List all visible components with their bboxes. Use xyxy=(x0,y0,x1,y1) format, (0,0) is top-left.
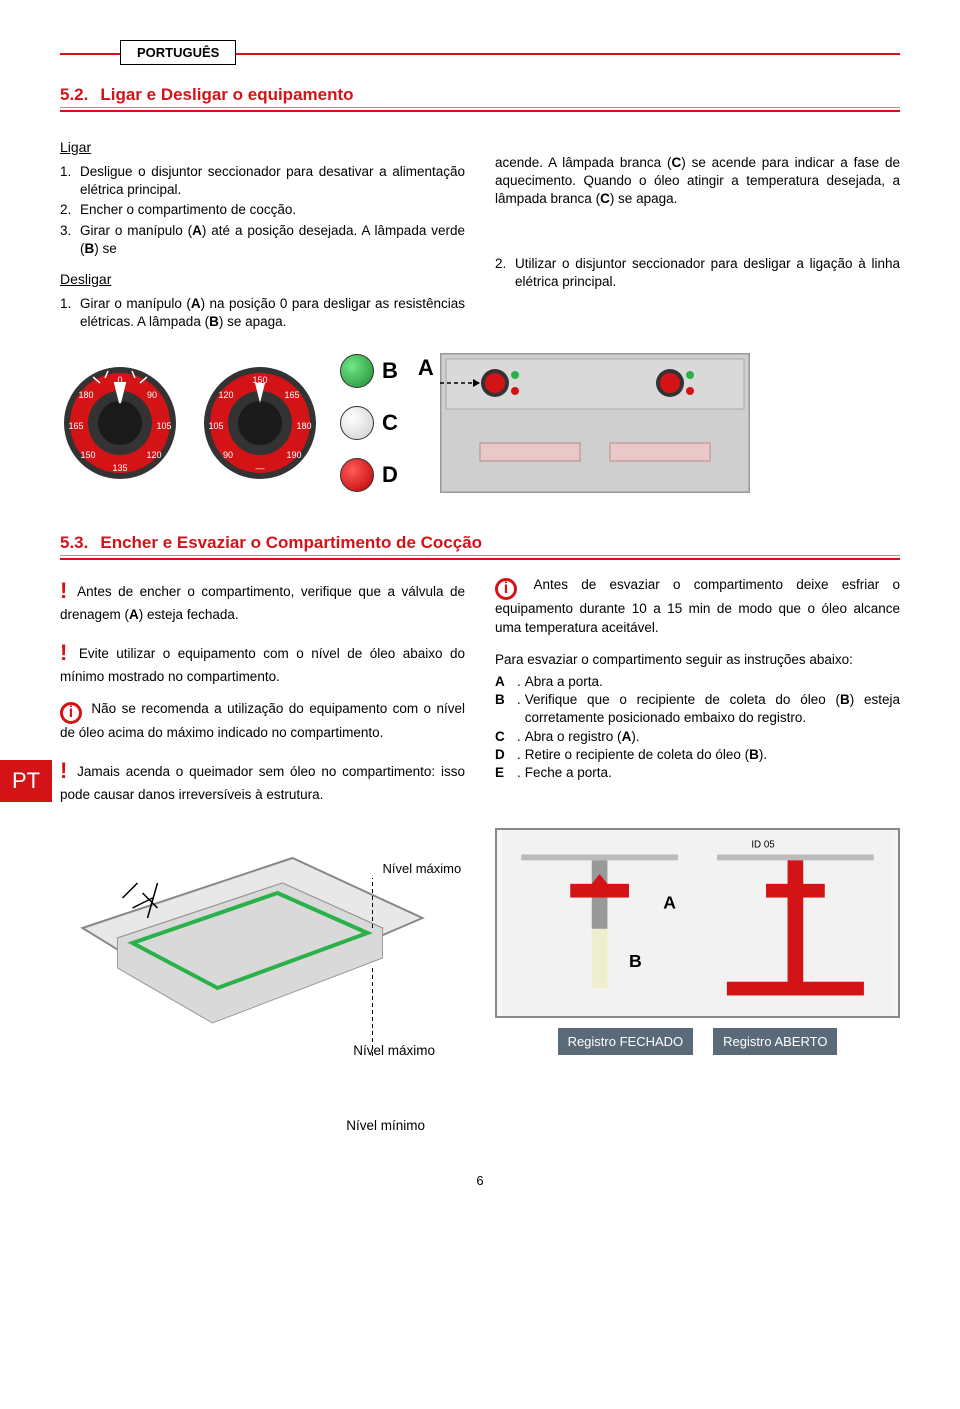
warning-icon: ! xyxy=(60,578,67,603)
svg-text:190: 190 xyxy=(286,450,301,460)
pt-side-tab: PT xyxy=(0,760,52,802)
section-52-num: 5.2. xyxy=(60,85,88,105)
lamp-red xyxy=(340,458,374,492)
ligar-step-1: Desligue o disjuntor seccionador para de… xyxy=(80,163,465,199)
ligar-subhead: Ligar xyxy=(60,138,465,157)
label-b: B xyxy=(382,358,398,384)
info-2: i Antes de esvaziar o compartimento deix… xyxy=(495,576,900,636)
drain-step-c: Abra o registro (A). xyxy=(525,728,900,746)
ligar-step-2: Encher o compartimento de cocção. xyxy=(80,201,465,219)
desligar-subhead: Desligar xyxy=(60,270,465,289)
svg-text:105: 105 xyxy=(156,421,171,431)
svg-text:180: 180 xyxy=(296,421,311,431)
info-icon: i xyxy=(495,578,517,600)
svg-text:105: 105 xyxy=(208,421,223,431)
section-53-title: Encher e Esvaziar o Compartimento de Coc… xyxy=(100,533,482,553)
list-letter: B xyxy=(495,691,517,727)
step-num: 2. xyxy=(495,255,515,291)
lamp-white xyxy=(340,406,374,440)
dial-right: 150165 180190 90105 120— xyxy=(200,363,320,483)
ligar-step-3-cont: acende. A lâmpada branca (C) se acende p… xyxy=(495,154,900,209)
warning-3: ! Jamais acenda o queimador sem óleo no … xyxy=(60,756,465,804)
rule-thick xyxy=(60,110,900,112)
svg-text:150: 150 xyxy=(80,450,95,460)
section-52-title: Ligar e Desligar o equipamento xyxy=(100,85,353,105)
drain-intro: Para esvaziar o compartimento seguir as … xyxy=(495,651,900,669)
nivel-max-label: Nível máximo xyxy=(383,861,462,876)
label-d: D xyxy=(382,462,398,488)
info-icon: i xyxy=(60,702,82,724)
section-52-heading: 5.2. Ligar e Desligar o equipamento xyxy=(60,85,900,105)
svg-text:120: 120 xyxy=(218,390,233,400)
fryer-illustration: Nível máximo Nível máximo Nível mínimo xyxy=(60,828,465,1133)
svg-text:120: 120 xyxy=(146,450,161,460)
svg-text:165: 165 xyxy=(284,390,299,400)
rule-thin xyxy=(60,107,900,108)
label-c: C xyxy=(382,410,398,436)
page-number: 6 xyxy=(60,1173,900,1188)
svg-text:ID 05: ID 05 xyxy=(751,840,775,851)
drain-step-e: Feche a porta. xyxy=(525,764,900,782)
list-letter: A xyxy=(495,673,517,691)
warning-icon: ! xyxy=(60,758,67,783)
label-a: A xyxy=(418,355,434,381)
step-num: 2. xyxy=(60,201,80,219)
section-53-heading: 5.3. Encher e Esvaziar o Compartimento d… xyxy=(60,533,900,553)
ligar-step-3: Girar o manípulo (A) até a posição desej… xyxy=(80,222,465,258)
svg-text:—: — xyxy=(256,463,265,473)
info-1: i Não se recomenda a utilização do equip… xyxy=(60,700,465,742)
step-num: 1. xyxy=(60,163,80,199)
desligar-step-1: Girar o manípulo (A) na posição 0 para d… xyxy=(80,295,465,331)
warning-2: ! Evite utilizar o equipamento com o nív… xyxy=(60,638,465,686)
registro-aberto-label: Registro ABERTO xyxy=(713,1028,837,1055)
drain-step-b: Verifique que o recipiente de coleta do … xyxy=(525,691,900,727)
list-letter: D xyxy=(495,746,517,764)
language-tab: PORTUGUÊS xyxy=(120,40,236,65)
panel-illustration xyxy=(440,353,750,493)
svg-text:A: A xyxy=(663,893,676,913)
drain-step-a: Abra a porta. xyxy=(525,673,900,691)
svg-text:180: 180 xyxy=(78,390,93,400)
registro-fechado-label: Registro FECHADO xyxy=(558,1028,694,1055)
nivel-max: Nível máximo xyxy=(353,1043,435,1058)
svg-text:165: 165 xyxy=(68,421,83,431)
list-letter: C xyxy=(495,728,517,746)
svg-text:B: B xyxy=(629,951,642,971)
warning-icon: ! xyxy=(60,640,67,665)
step-num: 1. xyxy=(60,295,80,331)
section-53-num: 5.3. xyxy=(60,533,88,553)
rule-thick xyxy=(60,558,900,560)
step-num: 3. xyxy=(60,222,80,258)
drain-step-d: Retire o recipiente de coleta do óleo (B… xyxy=(525,746,900,764)
svg-text:90: 90 xyxy=(223,450,233,460)
desligar-step-2: Utilizar o disjuntor seccionador para de… xyxy=(515,255,900,291)
svg-text:90: 90 xyxy=(147,390,157,400)
svg-text:135: 135 xyxy=(112,463,127,473)
rule-thin xyxy=(60,555,900,556)
list-letter: E xyxy=(495,764,517,782)
dial-left: 090 105120 135150 165180 xyxy=(60,363,180,483)
nivel-min: Nível mínimo xyxy=(60,1118,465,1133)
warning-1: ! Antes de encher o compartimento, verif… xyxy=(60,576,465,624)
figure-dials: 090 105120 135150 165180 150165 180190 9… xyxy=(60,353,900,493)
valve-diagram: ID 05 A B xyxy=(495,828,900,1018)
lamp-green xyxy=(340,354,374,388)
